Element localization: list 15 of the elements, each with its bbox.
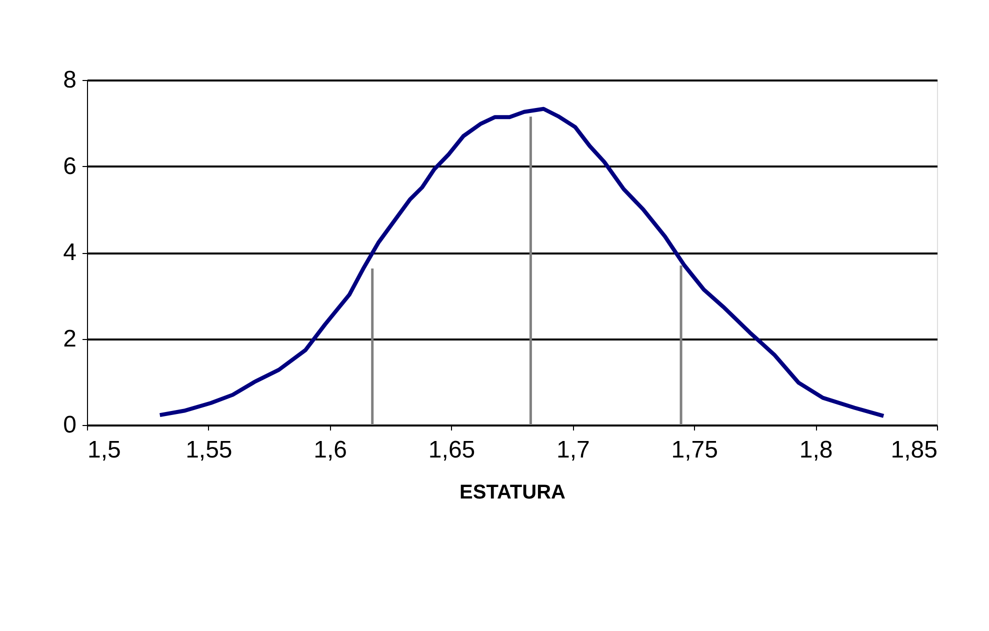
line-series bbox=[158, 106, 886, 418]
y-tick-label: 2 bbox=[63, 325, 76, 352]
x-tick-label: 1,85 bbox=[890, 436, 938, 464]
x-tick-label: 1,7 bbox=[556, 436, 590, 464]
y-tick-label: 8 bbox=[63, 66, 76, 94]
x-axis-title: ESTATURA bbox=[460, 482, 566, 504]
x-tick-label: 1,75 bbox=[671, 436, 718, 464]
y-tick-label: 0 bbox=[63, 412, 76, 438]
x-tick-label: 1,8 bbox=[799, 436, 833, 464]
y-tick-label: 4 bbox=[63, 239, 76, 266]
x-tick-label: 1,5 bbox=[88, 436, 121, 464]
x-tick-label: 1,55 bbox=[186, 436, 232, 464]
y-tick-label: 6 bbox=[63, 152, 76, 180]
x-tick-label: 1,6 bbox=[314, 436, 348, 464]
x-tick-label: 1,65 bbox=[428, 436, 476, 464]
